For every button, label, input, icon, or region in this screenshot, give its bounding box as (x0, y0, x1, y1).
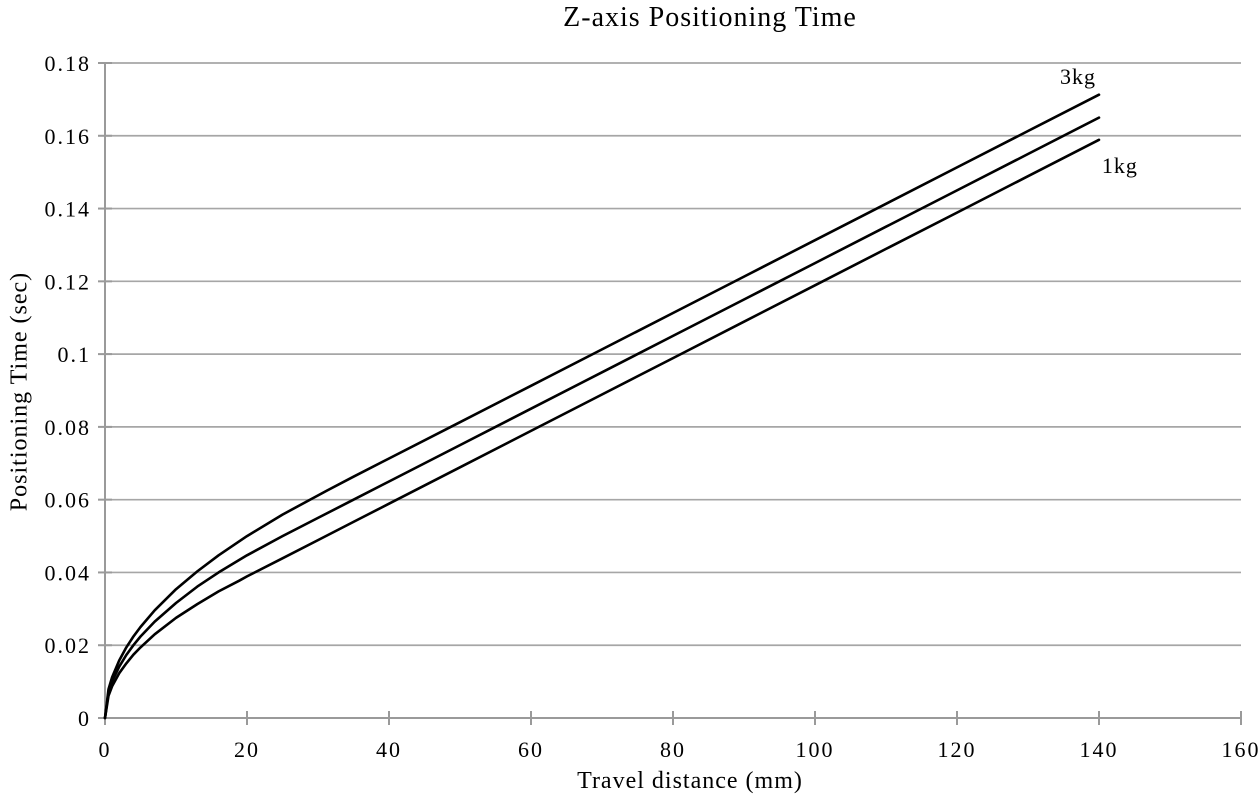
y-tick-label: 0.02 (45, 633, 92, 658)
x-tick-label: 120 (938, 737, 977, 762)
y-axis-title: Positioning Time (sec) (6, 271, 33, 512)
x-tick-label: 80 (660, 737, 686, 762)
y-tick-label: 0.12 (45, 269, 92, 294)
y-tick-label: 0.18 (45, 51, 92, 76)
x-tick-label: 40 (376, 737, 402, 762)
x-tick-label: 0 (99, 737, 112, 762)
x-tick-label: 60 (518, 737, 544, 762)
y-tick-label: 0 (78, 706, 91, 731)
x-tick-label: 100 (796, 737, 835, 762)
y-tick-label: 0.08 (45, 415, 92, 440)
x-tick-label: 140 (1080, 737, 1119, 762)
curve-2kg (103, 116, 1101, 720)
x-tick-label: 160 (1222, 737, 1260, 762)
y-tick-label: 0.16 (45, 124, 92, 149)
chart-title: Z-axis Positioning Time (563, 2, 857, 33)
y-tick-label: 0.1 (58, 342, 92, 367)
y-tick-label: 0.04 (45, 560, 92, 585)
curve-label-1kg: 1kg (1102, 153, 1138, 178)
curve-3kg (103, 93, 1101, 720)
curve-1kg (103, 138, 1101, 720)
y-tick-label: 0.14 (45, 197, 92, 222)
y-tick-label: 0.06 (45, 488, 92, 513)
curve-label-3kg: 3kg (1060, 64, 1096, 89)
x-axis-title: Travel distance (mm) (577, 768, 803, 794)
x-tick-label: 20 (234, 737, 260, 762)
